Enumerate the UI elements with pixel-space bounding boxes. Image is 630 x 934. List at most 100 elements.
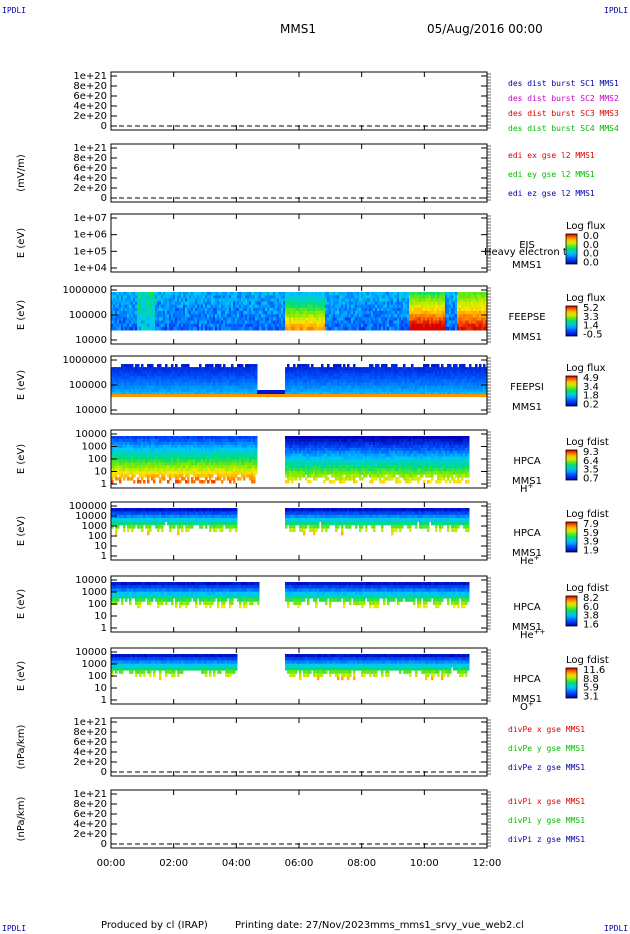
feepse-colorbar: [565, 305, 578, 337]
hpca-o-ytick-label: 1: [101, 695, 107, 706]
spacecraft-title: MMS1: [280, 22, 316, 36]
divpi-ytick-label: 2e+20: [73, 829, 107, 840]
hpca-h-colorbar-label: 9.3: [583, 447, 599, 458]
date-time-title: 05/Aug/2016 00:00: [427, 22, 543, 36]
hpca-he-colorbar-label: 7.9: [583, 519, 599, 530]
divpe-ytick-label: 0: [101, 767, 107, 778]
hpca-h-instrument-label: HPCA: [513, 456, 541, 467]
divpi-ytick-label: 0: [101, 839, 107, 850]
hpca-o-colorbar-label: 8.8: [583, 674, 599, 685]
des-dist-legend-entry: des dist burst SC4 MMS4: [508, 124, 619, 133]
eis-yticks: 1e+07 1e+06 1e+05 1e+04: [73, 213, 491, 274]
hpca-he-ytick-label: 10000: [75, 511, 107, 522]
feepse-instrument-label: FEEPSE: [508, 312, 545, 323]
feepse-spectrogram: [111, 292, 488, 331]
feepse-ytick-label: 10000: [75, 335, 107, 346]
hpca-o-ylabel: E (eV): [16, 661, 27, 691]
divpe-ytick-label: 2e+20: [73, 757, 107, 768]
hpca-he-ytick-label: 1000: [82, 521, 107, 532]
hpca-he-charge-label: +: [534, 554, 540, 562]
footer-file: mms_mms1_srvy_vue_web2.cl: [370, 920, 524, 931]
eis-colorbar-title: Log flux: [566, 221, 606, 232]
feepsi-colorbar-label: 1.8: [583, 391, 599, 402]
hpca-h-colorbar-label: 3.5: [583, 465, 599, 476]
divpi-frame: [110, 789, 488, 849]
divpe-ytick-label: 6e+20: [73, 737, 107, 748]
edi-ytick-label: 2e+20: [73, 183, 107, 194]
hpca-he2-colorbar-label: 1.6: [583, 619, 599, 630]
hpca-h-spacecraft-label: MMS1: [512, 476, 542, 487]
eis-spacecraft-label: MMS1: [512, 260, 542, 271]
divpe-ytick-label: 4e+20: [73, 747, 107, 758]
hpca-he2-species-label: He++: [520, 628, 546, 641]
eis-ylabel: E (eV): [16, 228, 27, 258]
hpca-he2-spacecraft-label: MMS1: [512, 622, 542, 633]
time-tick-label: 08:00: [347, 858, 376, 869]
hpca-he-ytick-label: 100: [88, 531, 107, 542]
divpi-legend-entry: divPi z gse MMS1: [508, 835, 585, 844]
des-dist-ytick-label: 1e+21: [73, 71, 107, 82]
des-dist-panel: des dist burst SC1 MMS1 des dist burst SC…: [110, 71, 619, 133]
edi-ytick-label: 8e+20: [73, 153, 107, 164]
hpca-he-instrument-label: HPCA: [513, 528, 541, 539]
hpca-he2-colorbar-label: 8.2: [583, 593, 599, 604]
edi-ytick-label: 1e+21: [73, 143, 107, 154]
hpca-he2-ytick-label: 10000: [75, 575, 107, 586]
hpca-he2-colorbar-title: Log fdist: [566, 583, 609, 594]
divpe-ytick-label: 8e+20: [73, 727, 107, 738]
eis-ytick-label: 1e+04: [73, 263, 107, 274]
hpca-he2-charge-label: ++: [534, 628, 546, 636]
hpca-o-species-label: O+: [520, 700, 534, 713]
hpca-he-colorbar-label: 5.9: [583, 528, 599, 539]
divpi-ytick-label: 1e+21: [73, 789, 107, 800]
hpca-he-colorbar: [565, 521, 578, 553]
hpca-he2-ytick-label: 1000: [82, 587, 107, 598]
eis-ytick-label: 1e+05: [73, 246, 107, 257]
edi-legend-entry: edi ey gse l2 MMS1: [508, 170, 595, 179]
hpca-he2-colorbar: [565, 595, 578, 627]
eis-colorbar-label: 0.0: [583, 240, 599, 251]
divpi-ylabel: (nPa/km): [16, 797, 27, 842]
hpca-h-colorbar-label: 6.4: [583, 456, 599, 467]
hpca-h-ytick-label: 10: [94, 467, 107, 478]
hpca-he2-ytick-label: 10: [94, 611, 107, 622]
hpca-he-colorbar-title: Log fdist: [566, 509, 609, 520]
feepsi-ytick-label: 100000: [69, 380, 107, 391]
divpi-legend-entry: divPi y gse MMS1: [508, 816, 585, 825]
divpe-legend-entry: divPe x gse MMS1: [508, 725, 585, 734]
hpca-he-colorbar-label: 1.9: [583, 545, 599, 556]
hpca-o-charge-label: +: [528, 700, 534, 708]
corner-label-bottom-left: IPDLI: [2, 924, 27, 933]
hpca-o-instrument-label: HPCA: [513, 674, 541, 685]
hpca-h-ylabel: E (eV): [16, 444, 27, 474]
des-dist-legend-entry: des dist burst SC2 MMS2: [508, 94, 619, 103]
hpca-he-colorbar-label: 3.9: [583, 537, 599, 548]
des-dist-legend-entry: des dist burst SC1 MMS1: [508, 79, 619, 88]
hpca-h-ytick-label: 1000: [82, 442, 107, 453]
eis-frame: [110, 213, 488, 273]
edi-ytick-label: 0: [101, 193, 107, 204]
time-tick-label: 00:00: [97, 858, 126, 869]
edi-ytick-label: 4e+20: [73, 173, 107, 184]
divpi-ytick-label: 4e+20: [73, 819, 107, 830]
eis-colorbar: [565, 233, 578, 265]
feepsi-colorbar-label: 0.2: [583, 399, 599, 410]
eis-overlay-text: Heavy electron to: [484, 247, 573, 258]
hpca-o-spectrogram: [111, 654, 470, 681]
feepsi-colorbar-label: 3.4: [583, 382, 599, 393]
footer-printing-date: Printing date: 27/Nov/2023: [235, 920, 371, 931]
time-tick-label: 02:00: [159, 858, 188, 869]
hpca-o-ytick-label: 10000: [75, 647, 107, 658]
feepse-colorbar-label: 1.4: [583, 321, 599, 332]
des-dist-ytick-label: 8e+20: [73, 81, 107, 92]
hpca-he2-colorbar-label: 3.8: [583, 611, 599, 622]
hpca-h-ytick-label: 100: [88, 454, 107, 465]
